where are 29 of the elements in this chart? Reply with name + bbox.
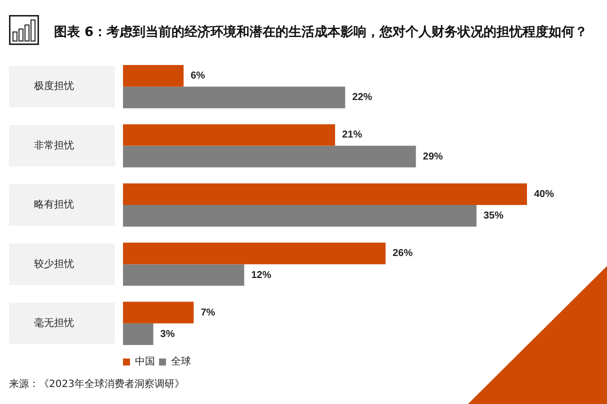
data-label: 21% — [342, 130, 362, 141]
data-label: 40% — [534, 188, 554, 200]
data-label: 7% — [200, 307, 216, 318]
data-label: 22% — [352, 92, 372, 104]
data-label: 29% — [422, 151, 444, 162]
source-note: 来源：《2023年全球消费者洞察调研》 — [9, 378, 184, 392]
data-label: 6% — [190, 70, 206, 82]
y-tick-label: 极度担忧 — [33, 80, 74, 92]
bar — [123, 242, 386, 264]
bar — [123, 64, 184, 87]
bar — [123, 205, 476, 227]
bar — [123, 302, 194, 324]
bar — [123, 124, 336, 146]
data-label: 3% — [160, 328, 175, 340]
data-label: 12% — [251, 270, 272, 281]
legend-label: 中国 — [135, 356, 155, 368]
y-tick-label: 较少担忧 — [34, 258, 74, 270]
data-label: 26% — [392, 248, 413, 260]
data-label: 35% — [483, 210, 504, 222]
bar — [123, 323, 154, 346]
bar — [123, 86, 346, 108]
y-tick-label: 毫无担忧 — [34, 316, 74, 329]
bar — [123, 183, 527, 205]
bar — [123, 146, 416, 168]
chart-title: 图表 6：考虑到当前的经济环境和潜在的生活成本影响，您对个人财务状况的担忧程度如何？ — [54, 24, 588, 42]
bar — [123, 264, 244, 286]
y-tick-label: 非常担忧 — [34, 139, 74, 152]
legend-label: 全球 — [171, 356, 191, 368]
y-tick-label: 略有担忧 — [34, 198, 74, 211]
